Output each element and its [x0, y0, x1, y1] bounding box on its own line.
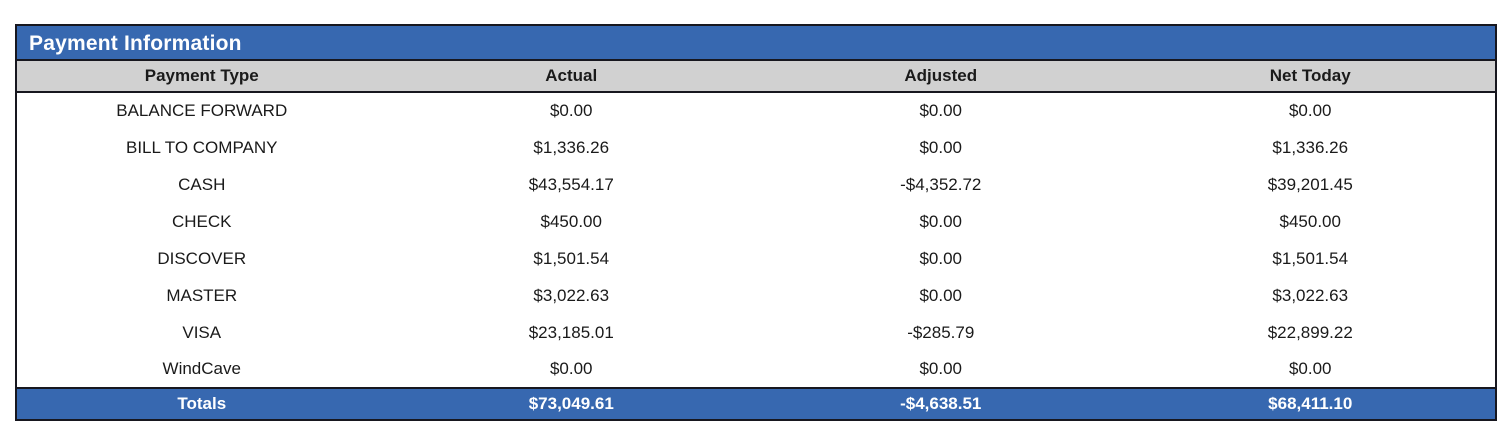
cell-net-today: $22,899.22: [1125, 314, 1495, 351]
table-footer: Totals $73,049.61 -$4,638.51 $68,411.10: [17, 387, 1495, 419]
totals-adjusted: -$4,638.51: [756, 387, 1126, 419]
table-row: WindCave $0.00 $0.00 $0.00: [17, 351, 1495, 388]
cell-actual: $43,554.17: [386, 166, 756, 203]
cell-net-today: $39,201.45: [1125, 166, 1495, 203]
cell-net-today: $450.00: [1125, 203, 1495, 240]
cell-net-today: $1,501.54: [1125, 240, 1495, 277]
cell-adjusted: $0.00: [756, 351, 1126, 388]
table-row: CASH $43,554.17 -$4,352.72 $39,201.45: [17, 166, 1495, 203]
column-header-row: Payment Type Actual Adjusted Net Today: [17, 61, 1495, 93]
totals-label: Totals: [17, 387, 387, 419]
panel-title: Payment Information: [17, 26, 1495, 61]
cell-adjusted: -$285.79: [756, 314, 1126, 351]
cell-actual: $0.00: [386, 351, 756, 388]
cell-net-today: $3,022.63: [1125, 277, 1495, 314]
cell-payment-type: DISCOVER: [17, 240, 387, 277]
totals-row: Totals $73,049.61 -$4,638.51 $68,411.10: [17, 387, 1495, 419]
column-header-adjusted: Adjusted: [756, 61, 1126, 93]
column-header-payment-type: Payment Type: [17, 61, 387, 93]
cell-payment-type: WindCave: [17, 351, 387, 388]
table-header: Payment Type Actual Adjusted Net Today: [17, 61, 1495, 93]
totals-net-today: $68,411.10: [1125, 387, 1495, 419]
payment-information-panel: Payment Information Payment Type Actual …: [15, 24, 1497, 421]
cell-payment-type: BALANCE FORWARD: [17, 92, 387, 129]
column-header-actual: Actual: [386, 61, 756, 93]
cell-adjusted: $0.00: [756, 203, 1126, 240]
cell-adjusted: $0.00: [756, 240, 1126, 277]
table-row: CHECK $450.00 $0.00 $450.00: [17, 203, 1495, 240]
totals-actual: $73,049.61: [386, 387, 756, 419]
cell-payment-type: CHECK: [17, 203, 387, 240]
cell-actual: $1,501.54: [386, 240, 756, 277]
cell-adjusted: $0.00: [756, 92, 1126, 129]
cell-actual: $1,336.26: [386, 129, 756, 166]
table-row: BILL TO COMPANY $1,336.26 $0.00 $1,336.2…: [17, 129, 1495, 166]
cell-adjusted: $0.00: [756, 277, 1126, 314]
table-row: BALANCE FORWARD $0.00 $0.00 $0.00: [17, 92, 1495, 129]
table-row: MASTER $3,022.63 $0.00 $3,022.63: [17, 277, 1495, 314]
cell-payment-type: CASH: [17, 166, 387, 203]
column-header-net-today: Net Today: [1125, 61, 1495, 93]
cell-net-today: $0.00: [1125, 351, 1495, 388]
cell-payment-type: BILL TO COMPANY: [17, 129, 387, 166]
cell-payment-type: MASTER: [17, 277, 387, 314]
table-row: VISA $23,185.01 -$285.79 $22,899.22: [17, 314, 1495, 351]
cell-adjusted: $0.00: [756, 129, 1126, 166]
payment-table: Payment Type Actual Adjusted Net Today B…: [17, 61, 1495, 419]
cell-payment-type: VISA: [17, 314, 387, 351]
table-row: DISCOVER $1,501.54 $0.00 $1,501.54: [17, 240, 1495, 277]
table-body: BALANCE FORWARD $0.00 $0.00 $0.00 BILL T…: [17, 92, 1495, 388]
cell-net-today: $0.00: [1125, 92, 1495, 129]
cell-actual: $23,185.01: [386, 314, 756, 351]
cell-actual: $0.00: [386, 92, 756, 129]
cell-actual: $3,022.63: [386, 277, 756, 314]
cell-net-today: $1,336.26: [1125, 129, 1495, 166]
cell-adjusted: -$4,352.72: [756, 166, 1126, 203]
cell-actual: $450.00: [386, 203, 756, 240]
